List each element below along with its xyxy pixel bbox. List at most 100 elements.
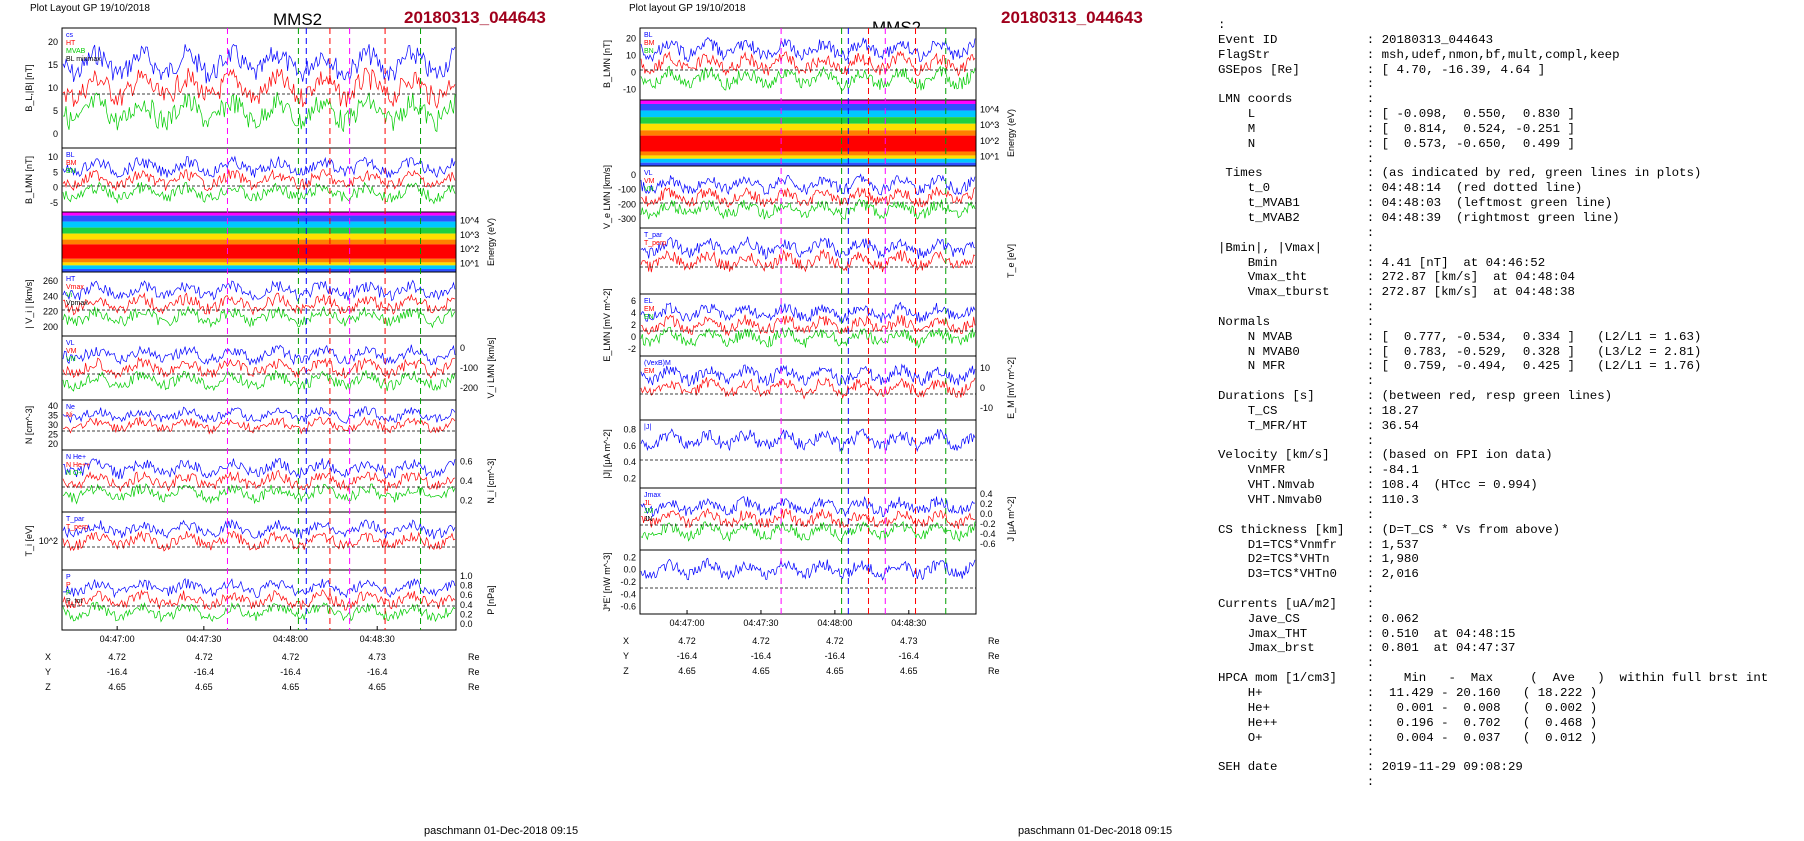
y-tick-label: 10^3 bbox=[460, 230, 479, 240]
y-tick-label: 1.0 bbox=[460, 571, 473, 581]
y-tick-label: -0.4 bbox=[980, 529, 996, 539]
info-line: VnMFR : -84.1 bbox=[1218, 463, 1419, 478]
y-axis-label: E_LMN [mV m^-2] bbox=[602, 288, 612, 361]
pos-value: 4.73 bbox=[368, 652, 386, 662]
x-tick-label: 04:47:00 bbox=[100, 634, 135, 644]
info-line: N MVAB : [ 0.777, -0.534, 0.334 ] (L2/L1… bbox=[1218, 329, 1702, 344]
y-tick-label: 0.2 bbox=[460, 610, 473, 620]
info-line: : bbox=[1218, 151, 1375, 166]
legend-entry: VL bbox=[644, 170, 653, 177]
legend-entry: HT bbox=[66, 276, 76, 283]
y-tick-label: 10^4 bbox=[460, 216, 479, 226]
y-tick-label: -100 bbox=[618, 185, 636, 195]
panel-frame bbox=[639, 293, 977, 357]
series-line-(VexB)M bbox=[640, 363, 976, 387]
x-tick-label: 04:47:00 bbox=[670, 618, 705, 628]
y-tick-label: 0.0 bbox=[460, 619, 473, 629]
x-tick-label: 04:48:30 bbox=[891, 618, 926, 628]
y-tick-label: 200 bbox=[43, 322, 58, 332]
pos-row-label: Y bbox=[623, 651, 629, 661]
y-tick-label: 10 bbox=[980, 363, 990, 373]
series-line-Jmax bbox=[640, 495, 976, 518]
info-line: N MVAB0 : [ 0.783, -0.529, 0.328 ] (L3/L… bbox=[1218, 344, 1702, 359]
info-line: : bbox=[1218, 225, 1375, 240]
x-tick-label: 04:47:30 bbox=[743, 618, 778, 628]
legend-entry: VM bbox=[644, 178, 655, 185]
y-tick-label: 10^2 bbox=[980, 136, 999, 146]
pos-row-label: Y bbox=[45, 667, 51, 677]
pos-value: -16.4 bbox=[751, 651, 772, 661]
panel-frame bbox=[61, 511, 457, 571]
x-tick-label: 04:48:00 bbox=[817, 618, 852, 628]
legend-entry: N O+ bbox=[66, 470, 83, 477]
pos-value: 4.72 bbox=[108, 652, 126, 662]
info-line: : bbox=[1218, 300, 1375, 315]
info-line: : bbox=[1218, 775, 1375, 790]
pos-value: 4.65 bbox=[826, 666, 844, 676]
y-axis-label: J*E' [nW m^-3] bbox=[602, 553, 612, 612]
y-tick-label: 10 bbox=[48, 83, 58, 93]
y-tick-label: 2 bbox=[631, 320, 636, 330]
pos-value: 4.65 bbox=[108, 682, 126, 692]
legend-entry: JM bbox=[644, 508, 654, 515]
y-tick-label: -200 bbox=[460, 383, 478, 393]
y-tick-label: 0 bbox=[631, 332, 636, 342]
y-tick-label: 10 bbox=[626, 50, 636, 60]
y-tick-label: 5 bbox=[53, 167, 58, 177]
y-tick-label: 240 bbox=[43, 291, 58, 301]
y-tick-label: 20 bbox=[48, 37, 58, 47]
info-line: Vmax_tht : 272.87 [km/s] at 04:48:04 bbox=[1218, 270, 1575, 285]
legend-entry: EM bbox=[644, 368, 655, 375]
series-line-JM bbox=[640, 520, 976, 543]
y-tick-label: 5 bbox=[53, 106, 58, 116]
y-axis-label: V_i LMN [km/s] bbox=[486, 337, 496, 398]
y-tick-label: 10^2 bbox=[39, 536, 58, 546]
series-line-VN bbox=[640, 198, 976, 220]
y-tick-label: 35 bbox=[48, 410, 58, 420]
series-line-T_par bbox=[640, 236, 976, 260]
spectrogram-band bbox=[62, 265, 456, 269]
panel-frame bbox=[61, 399, 457, 451]
pos-value: -16.4 bbox=[367, 667, 388, 677]
info-line: Currents [uA/m2] : bbox=[1218, 596, 1375, 611]
y-tick-label: 10 bbox=[48, 152, 58, 162]
legend-entry: HT bbox=[66, 40, 76, 47]
series-line-T_perp bbox=[62, 530, 456, 552]
pos-value: -16.4 bbox=[825, 651, 846, 661]
pos-value: 4.65 bbox=[900, 666, 918, 676]
panel-frame bbox=[61, 569, 457, 631]
info-line: Times : (as indicated by red, green line… bbox=[1218, 166, 1702, 181]
spectrogram-band bbox=[62, 212, 456, 216]
panel-frame bbox=[61, 27, 457, 149]
spectrogram-band bbox=[62, 244, 456, 259]
spectrogram-band bbox=[62, 269, 456, 272]
legend-entry: P_tot bbox=[66, 598, 82, 605]
pos-row-label: Z bbox=[45, 682, 51, 692]
y-tick-label: 260 bbox=[43, 276, 58, 286]
panel-frame bbox=[61, 449, 457, 513]
info-line: N MFR : [ 0.759, -0.494, 0.425 ] (L2/L1 … bbox=[1218, 359, 1702, 374]
series-line-cs bbox=[62, 43, 456, 84]
y-tick-label: 20 bbox=[626, 33, 636, 43]
y-tick-label: 15 bbox=[48, 60, 58, 70]
spectrogram-band bbox=[640, 162, 976, 166]
legend-entry: BL bbox=[66, 152, 75, 159]
info-line: : bbox=[1218, 433, 1375, 448]
spectrogram-band bbox=[640, 158, 976, 163]
legend-entry: |J| bbox=[644, 424, 651, 431]
legend-entry: EM bbox=[644, 306, 655, 313]
legend-entry: P bbox=[66, 574, 71, 581]
legend-entry: Jmax bbox=[644, 492, 661, 499]
y-tick-label: -200 bbox=[618, 199, 636, 209]
info-line: M : [ 0.814, 0.524, -0.251 ] bbox=[1218, 121, 1575, 136]
pos-value: 4.65 bbox=[282, 682, 300, 692]
info-line: FlagStr : msh,udef,nmon,bf,mult,compl,ke… bbox=[1218, 47, 1620, 62]
info-line: T_CS : 18.27 bbox=[1218, 403, 1419, 418]
y-tick-label: 0 bbox=[631, 170, 636, 180]
series-line-N He+ bbox=[62, 458, 456, 480]
y-tick-label: 0 bbox=[980, 383, 985, 393]
info-line: Jmax_THT : 0.510 at 04:48:15 bbox=[1218, 626, 1516, 641]
info-line: : bbox=[1218, 656, 1375, 671]
spectrogram-band bbox=[62, 227, 456, 234]
